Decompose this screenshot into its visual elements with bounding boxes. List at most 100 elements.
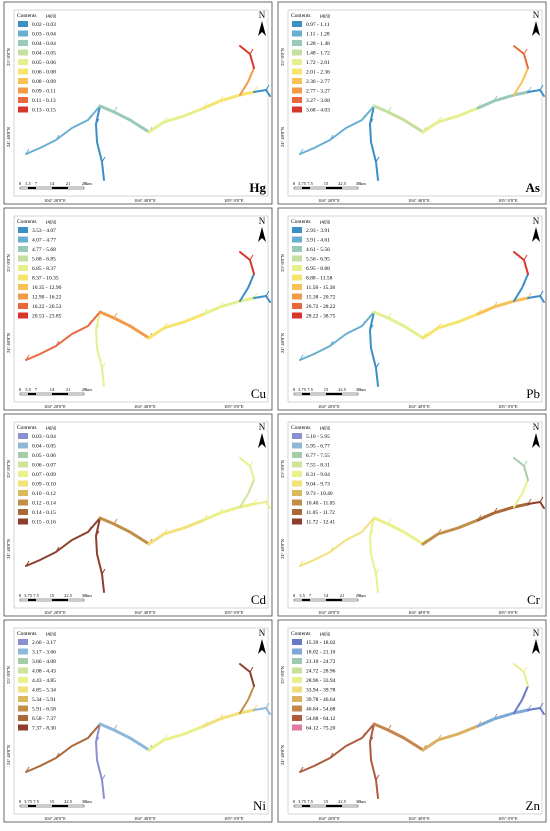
scale-label: 0 <box>19 593 22 598</box>
river-inlet <box>493 507 498 514</box>
river-segment <box>372 310 425 340</box>
scale-label: km <box>86 593 92 598</box>
river-inlet <box>299 148 304 155</box>
river-inlet <box>87 320 92 327</box>
legend-swatch <box>292 59 302 65</box>
legend-swatch <box>292 648 302 655</box>
scale-label: 15 <box>324 387 329 392</box>
river-inlet <box>55 752 60 759</box>
legend-swatch <box>18 686 28 693</box>
legend-range: 0.06 - 0.07 <box>32 463 56 469</box>
lon-label: 104° 40'0"E <box>408 816 430 821</box>
lon-label: 104° 40'0"E <box>408 610 430 615</box>
north-label: N <box>259 628 266 638</box>
legend-range: 6.85 - 8.37 <box>32 266 56 272</box>
river-inlet <box>493 713 498 720</box>
river-segment <box>202 502 256 522</box>
river-inlet <box>249 666 254 673</box>
scale-label: 0 <box>293 799 296 804</box>
panel-frame <box>277 207 547 411</box>
panel-frame <box>3 619 273 823</box>
river-segment <box>369 723 379 799</box>
legend-range: 4.43 - 4.85 <box>32 678 56 684</box>
legend-swatch <box>292 509 302 515</box>
map-frame <box>13 9 269 197</box>
legend-range: 0.04 - 0.05 <box>32 444 56 450</box>
element-label: Ni <box>253 798 266 813</box>
legend-range: 54.68 - 64.12 <box>306 716 336 722</box>
river-inlet <box>219 713 224 720</box>
river-inlet <box>265 290 270 297</box>
legend-swatch <box>18 518 28 525</box>
legend-swatch <box>292 40 302 46</box>
river-inlet <box>101 774 106 781</box>
lon-label: 104° 20'0"E <box>44 404 66 409</box>
legend-swatch <box>18 59 28 65</box>
scale-label: 22.5 <box>64 593 73 598</box>
legend-swatch <box>292 471 302 477</box>
river-segment <box>95 105 105 181</box>
legend-swatch <box>292 303 302 309</box>
river-inlet <box>219 507 224 514</box>
north-arrow <box>258 639 266 654</box>
river-segment <box>421 312 480 340</box>
map-frame <box>287 627 543 815</box>
river-segment <box>421 518 480 546</box>
north-label: N <box>533 216 540 226</box>
legend-swatch <box>292 499 302 506</box>
legend-swatch <box>18 78 28 84</box>
lon-label: 105° 0'0"E <box>224 404 244 409</box>
legend-swatch <box>292 490 302 496</box>
lat-label: 24° 40'0"N <box>280 126 285 147</box>
lat-label: 25° 0'0"N <box>280 47 285 66</box>
legend-swatch <box>292 265 302 271</box>
lon-label: 104° 20'0"E <box>318 198 340 203</box>
scale-bar-fill <box>28 599 36 601</box>
river-inlet <box>87 526 92 533</box>
river-inlet <box>113 106 118 113</box>
panel-frame <box>3 207 273 411</box>
river-inlet <box>329 752 334 759</box>
scale-bar-fill <box>326 393 342 395</box>
scale-bar-fill <box>52 599 68 601</box>
scale-label: 7.5 <box>307 387 313 392</box>
legend-range: 4.07 - 4.77 <box>32 238 56 244</box>
scale-bar-fill <box>28 393 36 395</box>
river-inlet <box>361 732 366 739</box>
scale-label: 21 <box>340 593 345 598</box>
lon-label: 104° 40'0"E <box>408 404 430 409</box>
river-segment <box>25 311 101 361</box>
scale-label: 7.5 <box>307 181 313 186</box>
scale-label: 22.5 <box>338 387 347 392</box>
river-segment <box>95 517 105 593</box>
river-inlet <box>113 312 118 319</box>
legend-range: 11.72 - 12.41 <box>306 520 335 526</box>
scale-label: km <box>86 387 92 392</box>
river-segment <box>299 105 375 155</box>
river-inlet <box>113 518 118 525</box>
legend-swatch <box>292 227 302 233</box>
river-inlet <box>265 702 270 709</box>
lat-label: 24° 40'0"N <box>280 332 285 353</box>
legend-swatch <box>18 21 28 27</box>
legend-range: 0.09 - 0.10 <box>32 482 56 488</box>
river-inlet <box>329 546 334 553</box>
legend-title: Contents <box>291 13 311 19</box>
river-inlet <box>361 114 366 121</box>
river-inlet <box>87 732 92 739</box>
river-segment <box>476 296 530 316</box>
river-inlet <box>163 734 168 741</box>
river-inlet <box>101 568 106 575</box>
element-label: Cd <box>251 592 267 607</box>
river-inlet <box>361 526 366 533</box>
legend-title: Contents <box>291 631 311 637</box>
lon-label: 105° 0'0"E <box>224 816 244 821</box>
legend-range: 2.01 - 2.36 <box>306 70 330 76</box>
lon-label: 104° 40'0"E <box>134 610 156 615</box>
scale-label: km <box>360 799 366 804</box>
legend-swatch <box>18 68 28 75</box>
river-inlet <box>369 324 374 331</box>
scale-label: 28 <box>82 181 87 186</box>
scale-label: 7.5 <box>33 799 39 804</box>
